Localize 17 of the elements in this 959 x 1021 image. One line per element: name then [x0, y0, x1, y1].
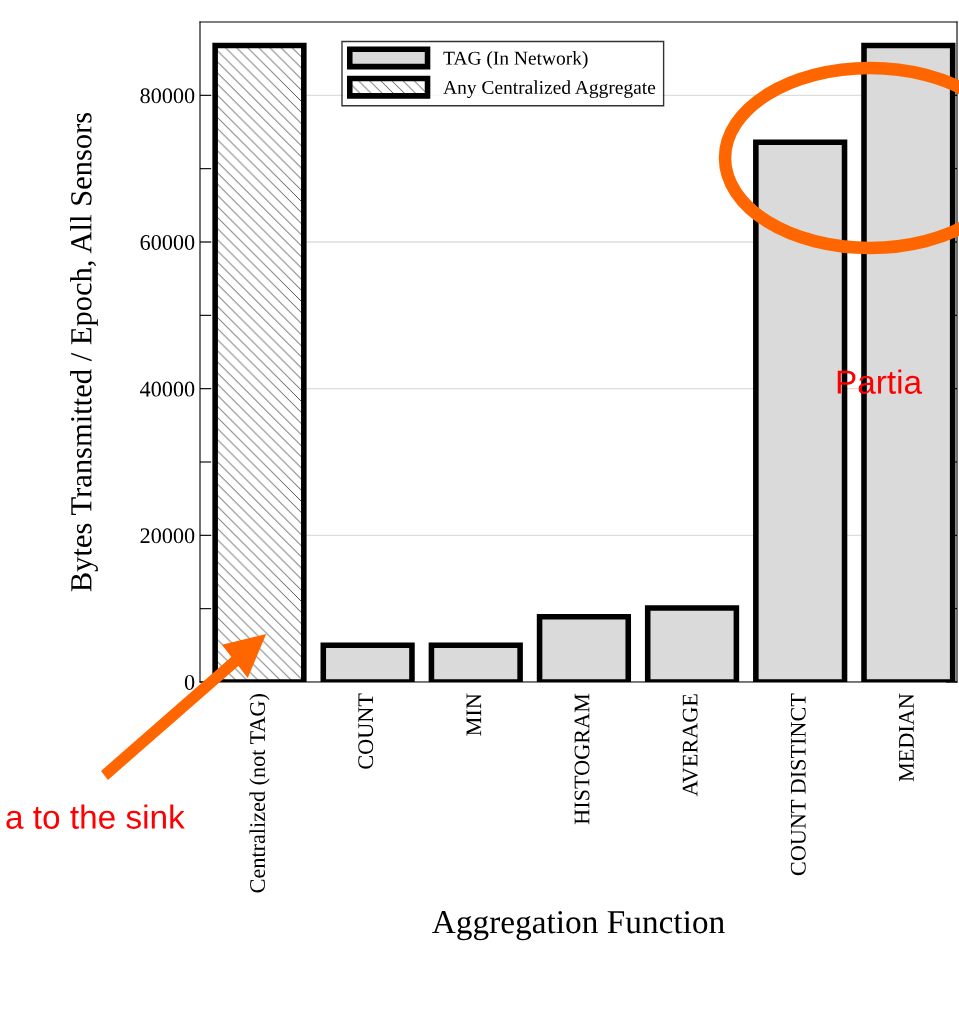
x-tick-label: Centralized (not TAG): [249, 694, 270, 893]
x-tick-label: COUNT DISTINCT: [790, 693, 806, 876]
y-tick-label: 60000: [140, 234, 195, 250]
x-tick-label: MIN: [466, 693, 482, 736]
y-tick-label: 80000: [140, 88, 195, 104]
text: a to the sink: [6, 804, 185, 829]
x-tick-label: AVERAGE: [682, 694, 698, 797]
y-tick-label: 20000: [140, 528, 195, 544]
legend-label: TAG (In Network): [443, 51, 588, 69]
x-tick-label: MEDIAN: [899, 693, 914, 782]
x-tick-label: COUNT: [358, 693, 374, 769]
y-tick-label: 0: [184, 674, 195, 690]
x-tick-label: HISTOGRAM: [574, 693, 590, 825]
y-axis-title: Bytes Transmitted / Epoch, All Sensors: [70, 112, 98, 592]
x-axis-title: Aggregation Function: [432, 910, 725, 941]
legend-label: Any Centralized Aggregate: [443, 80, 656, 98]
y-tick-label: 40000: [140, 381, 195, 397]
